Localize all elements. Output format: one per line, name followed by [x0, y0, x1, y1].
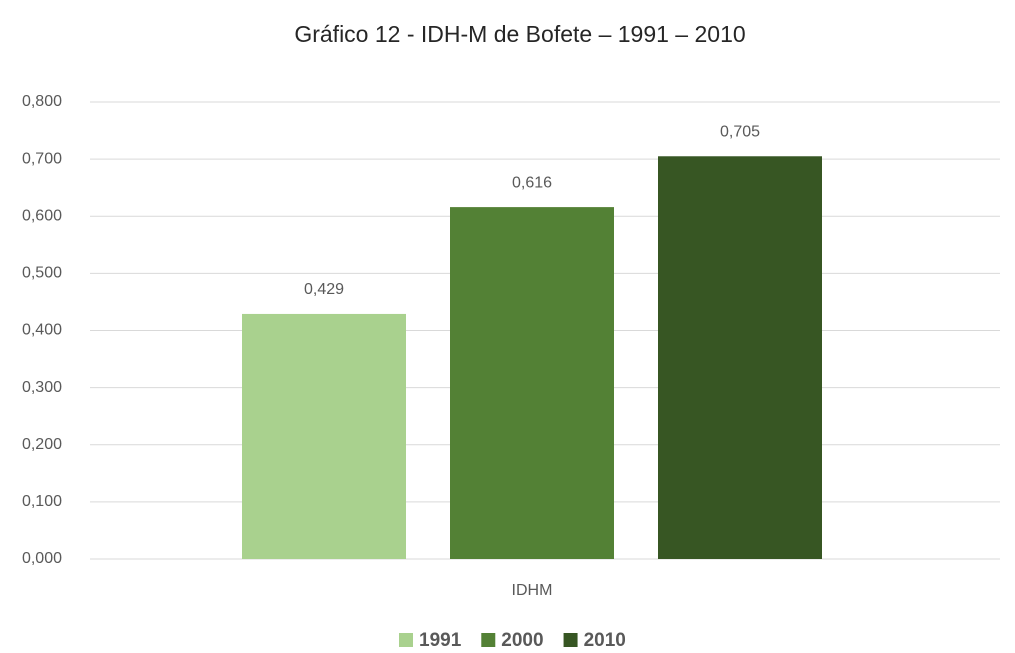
y-tick-label: 0,300	[22, 379, 62, 396]
legend-swatch	[481, 633, 496, 647]
data-label: 0,616	[512, 174, 552, 191]
legend-label: 1991	[419, 630, 462, 651]
data-label: 0,705	[720, 123, 760, 140]
bar	[242, 313, 406, 559]
y-tick-label: 0,500	[22, 265, 62, 282]
legend-label: 2010	[584, 630, 626, 651]
x-tick-label: IDHM	[512, 582, 553, 599]
bar	[658, 156, 822, 560]
y-tick-label: 0,200	[22, 436, 62, 453]
legend-swatch	[399, 633, 413, 647]
y-tick-label: 0,000	[22, 550, 62, 567]
y-tick-label: 0,100	[22, 493, 62, 510]
chart-title: Gráfico 12 - IDH-M de Bofete – 1991 – 20…	[294, 21, 745, 47]
data-label: 0,429	[304, 281, 344, 298]
legend-swatch	[563, 633, 578, 647]
y-tick-label: 0,800	[22, 93, 62, 110]
y-tick-label: 0,600	[22, 207, 62, 224]
y-tick-label: 0,400	[22, 322, 62, 339]
y-tick-label: 0,700	[22, 150, 62, 167]
legend-label: 2000	[501, 630, 543, 651]
bar	[450, 207, 614, 560]
